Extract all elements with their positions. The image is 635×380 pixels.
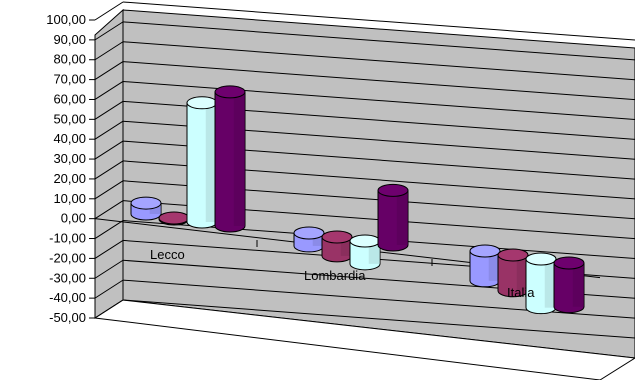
grid-diagonal [94,81,124,100]
y-tick-labels: 100,00 90,00 80,00 70,00 60,00 50,00 40,00 30,0… [46,12,95,325]
gridline [122,21,635,61]
grid-diagonal [94,239,124,259]
bar-cap [158,211,190,225]
bar [553,256,585,314]
bar-shade [312,233,324,246]
bar-shade [488,251,500,281]
y-tick-label: 20,00 [53,171,86,186]
bar-cap [321,230,353,244]
gridline [122,1,635,41]
y-tick-label: -20,00 [49,250,86,265]
grid-diagonal [94,1,124,21]
grid-diagonal [94,220,124,239]
grid-diagonal [94,61,124,81]
bar-cap [553,256,585,270]
gridline [122,80,635,120]
bar [186,96,218,229]
y-tick-label: -30,00 [49,270,86,285]
gridline [122,41,635,81]
bar-cap [186,96,218,110]
y-tick-label: -10,00 [49,231,86,246]
bar-shade [516,255,528,291]
bar-shade [205,102,217,222]
bar [377,183,409,252]
grid-diagonal [94,279,124,299]
grid-diagonal [94,259,124,279]
bar-cap [525,252,557,266]
category-label: Italia [507,285,535,300]
y-tick-label: 90,00 [53,32,86,47]
bars [130,85,585,315]
bar [469,244,501,288]
y-tick-label: 60,00 [53,91,86,106]
y-tick-label: 100,00 [46,12,86,27]
bar [293,226,325,253]
bar [497,248,529,298]
bar-cap [497,248,529,262]
bar [130,196,162,221]
bar-shade [572,263,584,307]
gridline [122,299,635,339]
y-tick-label: 40,00 [53,131,86,146]
grid-diagonal [94,100,124,120]
bar [214,85,246,233]
grid-diagonal [94,21,124,41]
bar-cap [130,196,162,210]
bar-cap [293,226,325,240]
bar-shade [368,241,380,264]
bar [321,230,353,263]
bar-cap [349,234,381,248]
grid-diagonal [94,180,124,200]
category-label: Lombardia [304,268,366,283]
bar-cap [214,85,246,99]
bar-shade [149,203,161,214]
bar-shade [396,190,408,245]
bar [525,252,557,315]
bar-shade [544,259,556,308]
category-labels: Lecco Lombardia Italia [150,247,535,300]
category-label: Lecco [150,247,185,262]
y-tick-label: 80,00 [53,52,86,67]
y-tick-label: 0,00 [61,211,86,226]
y-tick-label: 70,00 [53,72,86,87]
grid-diagonal [94,140,124,160]
bar-shade [233,91,245,227]
y-tick-label: 50,00 [53,111,86,126]
y-tick-label: 30,00 [53,151,86,166]
gridline [122,61,635,101]
grid-diagonal [94,41,124,61]
y-tick-label: -50,00 [49,310,86,325]
grid-diagonal [94,160,124,180]
grid-diagonal [94,200,124,220]
bar-cap [469,244,501,258]
bar [158,211,190,226]
grid-diagonal [94,120,124,140]
y-tick-label: -40,00 [49,290,86,305]
bar-shade [340,237,352,256]
y-tick-label: 10,00 [53,191,86,206]
bar-cap [377,183,409,197]
grid-diagonal [94,299,124,319]
bar [349,234,381,271]
